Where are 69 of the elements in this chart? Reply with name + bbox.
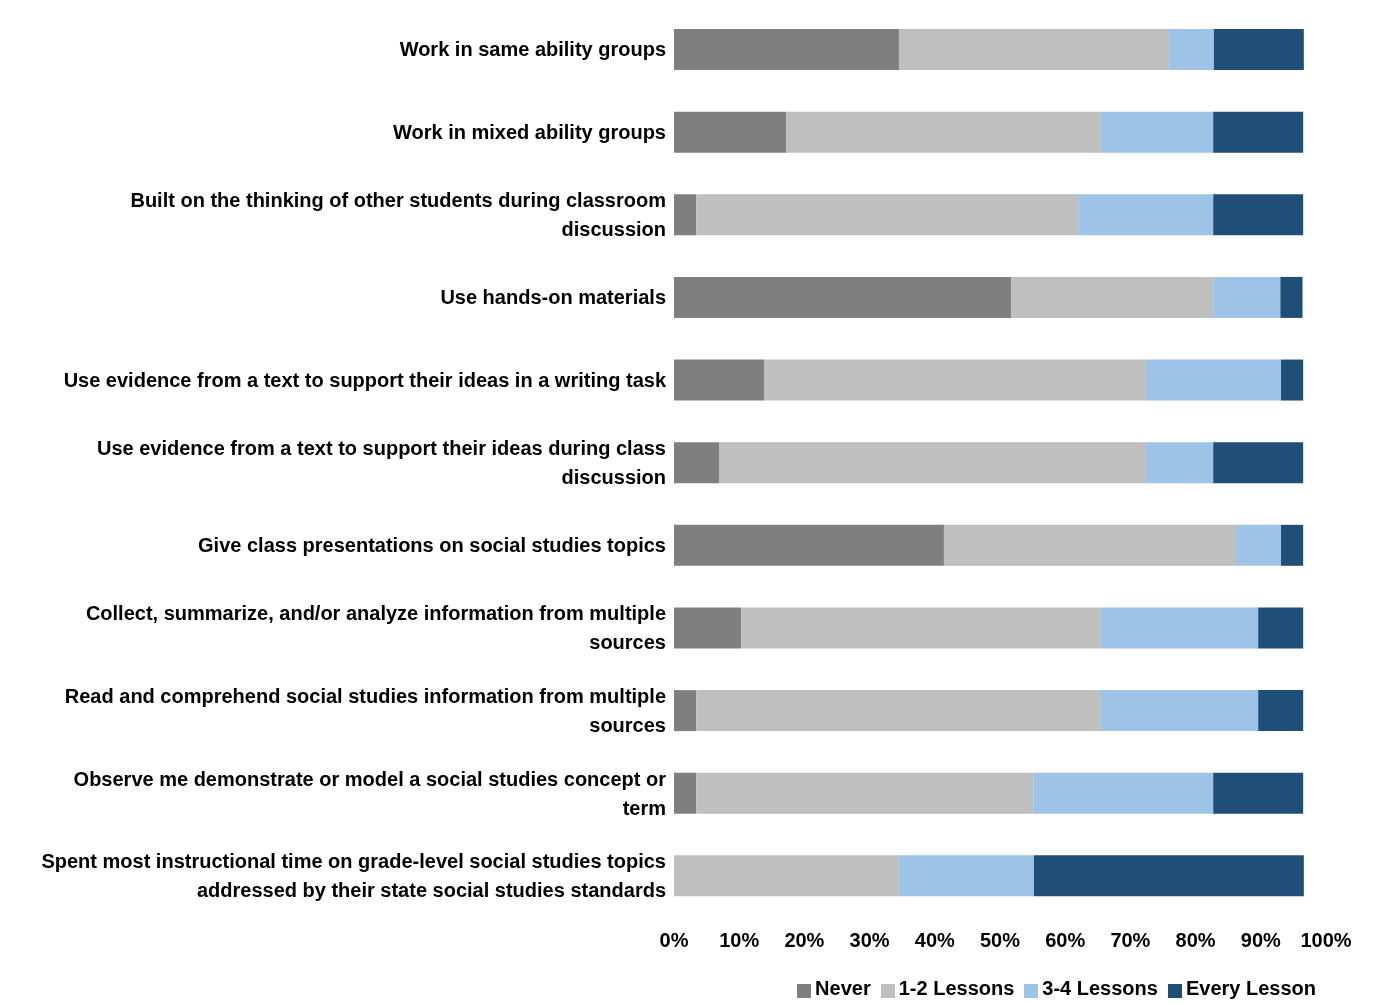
bar [1213,276,1281,318]
bar [1213,111,1304,153]
legend-label: Never [815,977,871,999]
x-tick-label: 50% [979,929,1021,952]
bar [1011,276,1214,318]
legend-label: 1-2 Lessons [898,977,1015,999]
bar [674,442,719,484]
bar [674,194,697,236]
bar [1078,194,1214,236]
bar [674,524,944,566]
y-tick-label: Built on the thinking of other students during classroom discussion [130,189,666,241]
bar [1146,442,1214,484]
x-tick-label: 20% [784,929,825,952]
bar [1213,772,1304,814]
bar [898,29,1169,70]
x-tick-label: 30% [849,929,890,952]
legend-label: Every Lesson [1185,977,1316,999]
bar [1213,442,1304,484]
bar [1281,524,1304,566]
bar [1101,111,1214,153]
bar [1168,29,1214,70]
x-tick-label: 100% [1300,929,1352,952]
x-tick-label: 60% [1045,929,1086,952]
bar [1033,855,1304,897]
bar [786,111,1102,153]
bar [674,690,697,732]
bar [674,29,899,70]
x-tick-label: 80% [1175,929,1216,952]
y-tick-label: Collect, summarize, and/or analyze information from multiple sources [85,602,666,654]
x-tick-label: 10% [719,929,760,952]
bar [696,194,1079,236]
x-tick-label: 70% [1110,929,1151,952]
x-tick-label: 0% [659,929,689,952]
y-tick-label: Read and comprehend social studies information from multiple sources [64,684,666,736]
bar [1101,690,1259,732]
legend-label: 3-4 Lessons [1042,977,1158,999]
bar [763,359,1147,401]
y-tick-label: Spent most instructional time on grade-level social studies topics addressed by their state social studies standards [41,850,666,902]
x-tick-label: 40% [914,929,956,952]
bar [674,111,787,153]
x-tick-label: 90% [1240,929,1282,952]
bar [1258,607,1304,649]
bar [1258,690,1304,732]
bar [1101,607,1259,649]
bar [674,607,742,649]
y-tick-label: Observe me demonstrate or model a social studies concept or term [73,767,667,819]
bar [674,276,1012,318]
bar [741,607,1102,649]
bar [1280,276,1303,318]
bar [1213,194,1304,236]
bar [1146,359,1282,401]
bar [696,690,1102,732]
bar [943,524,1237,566]
y-tick-label: Use evidence from a text to support their ideas during class discussion [96,437,666,488]
bar [674,359,764,401]
bar [1236,524,1282,566]
y-tick-label: Use evidence from a text to support their ideas in a writing task [63,368,667,391]
bar [674,855,899,897]
bar [898,855,1034,897]
bar [1033,772,1214,814]
y-tick-label: Give class presentations on social studies topics [198,534,666,557]
bar [1213,29,1304,70]
bar [718,442,1147,484]
y-tick-label: Work in mixed ability groups [392,120,666,143]
y-tick-label: Use hands-on materials [440,286,666,309]
bar [1281,359,1304,401]
bar [674,772,697,814]
y-tick-label: Work in same ability groups [399,38,666,61]
bar [696,772,1034,814]
